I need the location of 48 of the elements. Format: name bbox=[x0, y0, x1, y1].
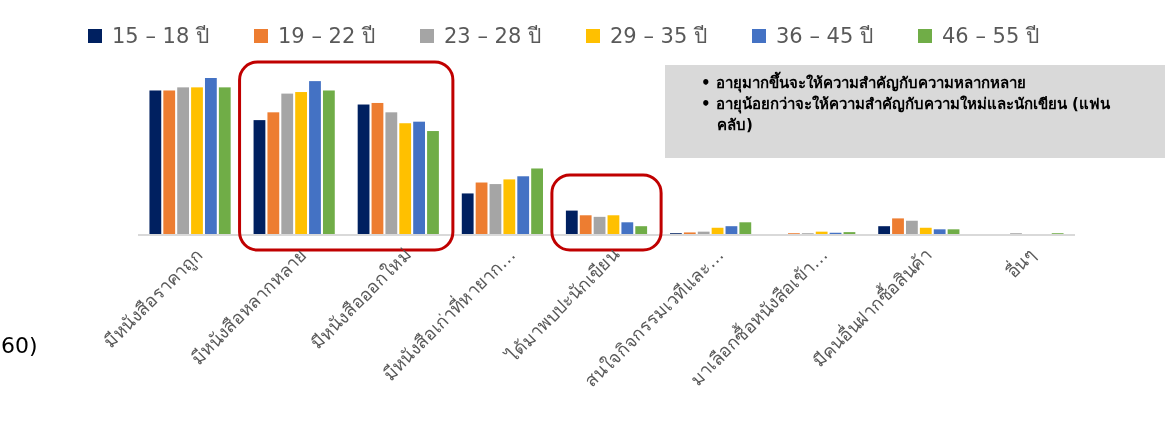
bar bbox=[295, 92, 308, 234]
bar bbox=[427, 131, 439, 234]
bar bbox=[413, 121, 425, 234]
bar bbox=[475, 182, 488, 234]
bar bbox=[593, 216, 606, 234]
bar bbox=[621, 222, 634, 234]
bar bbox=[517, 176, 530, 234]
annotation: • อายุมากขึ้นจะให้ความสำคัญกับความหลากหลาย bbox=[701, 73, 1027, 94]
bar bbox=[635, 226, 648, 234]
bar bbox=[357, 104, 370, 234]
bar bbox=[177, 87, 190, 234]
legend-label: 29 – 35 ปี bbox=[610, 24, 707, 48]
bar bbox=[149, 90, 162, 234]
legend-label: 46 – 55 ปี bbox=[942, 24, 1039, 48]
bar bbox=[385, 112, 398, 234]
bar bbox=[399, 123, 412, 234]
bar bbox=[739, 222, 752, 234]
bar bbox=[204, 78, 217, 234]
bar bbox=[531, 168, 543, 234]
bar bbox=[725, 226, 738, 234]
legend-label: 19 – 22 ปี bbox=[278, 24, 375, 48]
bar bbox=[905, 220, 918, 234]
bar bbox=[579, 215, 592, 234]
bar bbox=[489, 184, 502, 234]
bar bbox=[503, 179, 516, 234]
bar bbox=[322, 90, 335, 234]
bar bbox=[892, 218, 904, 234]
annotation: • อายุน้อยกว่าจะให้ความสำคัญกับความใหม่และนักเขียน (แฟนคลับ) bbox=[701, 94, 1111, 136]
bar bbox=[933, 229, 946, 234]
bar bbox=[253, 120, 266, 234]
bar bbox=[371, 102, 384, 234]
bar bbox=[281, 93, 294, 234]
bar bbox=[218, 87, 231, 234]
bar bbox=[919, 227, 932, 234]
bar bbox=[565, 210, 578, 234]
bar bbox=[878, 226, 891, 234]
legend-label: 23 – 28 ปี bbox=[444, 24, 541, 48]
text: 60) bbox=[1, 333, 38, 358]
legend-label: 15 – 18 ปี bbox=[112, 24, 209, 48]
bar bbox=[191, 87, 203, 234]
bar bbox=[267, 112, 280, 234]
bar bbox=[309, 81, 321, 234]
legend-label: 36 – 45 ปี bbox=[776, 24, 873, 48]
x-tick-label: อื่นๆ bbox=[1000, 242, 1040, 283]
bar bbox=[947, 229, 960, 234]
bar bbox=[607, 215, 620, 234]
bar bbox=[163, 90, 176, 234]
bar bbox=[461, 193, 474, 234]
